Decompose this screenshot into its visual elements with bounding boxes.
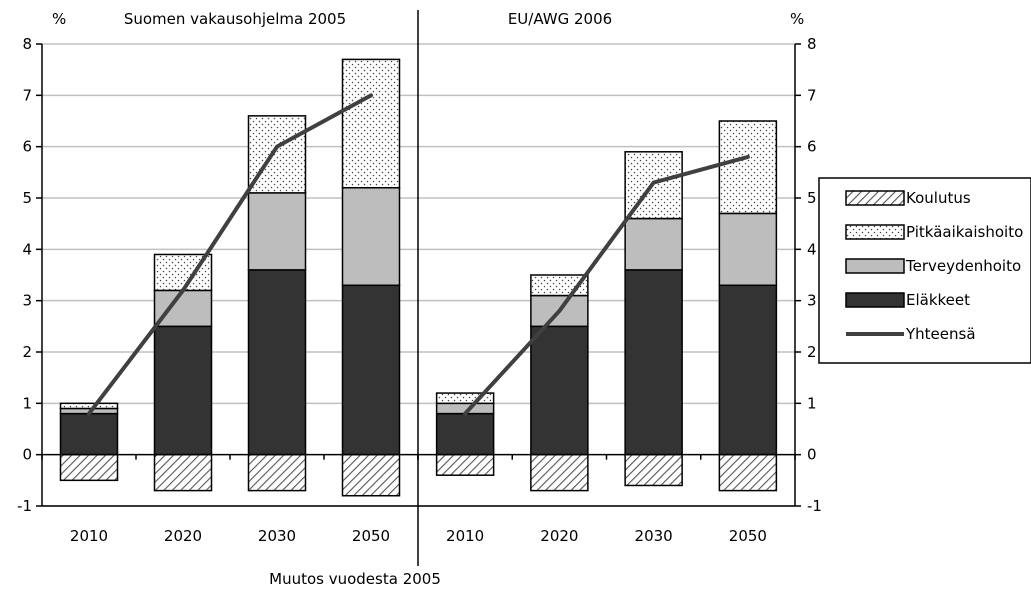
y-tick-label-right: 5 (807, 189, 817, 207)
legend-label: Yhteensä (905, 325, 976, 343)
y-tick-label-right: -1 (807, 497, 822, 515)
y-tick-label-left: 1 (22, 394, 32, 412)
bar-koulutus-2020 (530, 453, 589, 492)
x-tick-label: 2050 (352, 527, 390, 545)
bars (59, 58, 778, 497)
bar-koulutus-2010 (435, 453, 495, 476)
bar-terveydenhoito-2050 (718, 212, 778, 287)
y-tick-label-left: 6 (22, 138, 32, 156)
y-tick-label-right: 0 (807, 446, 817, 464)
y-tick-label-right: 2 (807, 343, 817, 361)
bar-eläkkeet-2030 (624, 269, 683, 456)
x-tick-label: 2010 (446, 527, 484, 545)
legend-label: Terveydenhoito (905, 257, 1021, 275)
right-y-unit: % (790, 10, 804, 28)
bar-eläkkeet-2050 (341, 284, 401, 456)
legend-label: Pitkäaikaishoito (906, 223, 1023, 241)
bar-pitkäaikaishoito-2050 (718, 120, 778, 215)
bar-terveydenhoito-2020 (153, 289, 213, 328)
bar-pitkäaikaishoito-2020 (153, 253, 213, 292)
bar-eläkkeet-2030 (247, 269, 307, 456)
bar-koulutus-2010 (59, 453, 119, 482)
y-tick-label-left: -1 (17, 497, 32, 515)
panel-title-left: Suomen vakausohjelma 2005 (124, 10, 346, 28)
y-tick-label-right: 7 (807, 86, 817, 104)
y-tick-label-right: 4 (807, 240, 817, 258)
bar-koulutus-2050 (341, 453, 401, 497)
legend: Koulutus Pitkäaikaishoito Terveydenhoito El… (818, 177, 1031, 364)
x-tick-label: 2020 (164, 527, 202, 545)
legend-swatch-eläkkeet (845, 292, 905, 308)
total-lines (87, 93, 750, 416)
bar-koulutus-2050 (718, 453, 778, 492)
y-tick-label-right: 3 (807, 292, 817, 310)
legend-label: Eläkkeet (906, 291, 970, 309)
bar-terveydenhoito-2030 (247, 192, 307, 271)
y-tick-label-right: 1 (807, 394, 817, 412)
y-tick-label-right: 6 (807, 138, 817, 156)
x-tick-label: 2030 (258, 527, 296, 545)
bar-pitkäaikaishoito-2010 (59, 402, 119, 410)
x-tick-label: 2030 (635, 527, 673, 545)
y-tick-label-left: 3 (22, 292, 32, 310)
x-tick-label: 2050 (729, 527, 767, 545)
x-tick-label: 2020 (540, 527, 578, 545)
legend-swatch-terveydenhoito (845, 258, 905, 274)
bar-koulutus-2020 (153, 453, 213, 492)
legend-swatch-koulutus (845, 190, 905, 206)
legend-swatch-pitkäaikaishoito (845, 224, 905, 240)
axes: 2010 2020 2030 2050 2010 2020 2030 2050 -1 -1 0 0 1 1… (17, 10, 822, 566)
bar-eläkkeet-2010 (59, 412, 119, 456)
bar-eläkkeet-2010 (435, 412, 495, 456)
y-tick-label-left: 0 (22, 446, 32, 464)
bar-terveydenhoito-2030 (624, 217, 683, 271)
y-tick-label-left: 5 (22, 189, 32, 207)
bar-koulutus-2030 (624, 453, 683, 487)
y-tick-label-left: 4 (22, 240, 32, 258)
left-y-unit: % (52, 10, 66, 28)
bar-eläkkeet-2020 (530, 325, 589, 456)
x-axis-label: Muutos vuodesta 2005 (269, 570, 441, 588)
y-tick-label-right: 8 (807, 35, 817, 53)
bar-pitkäaikaishoito-2050 (341, 58, 401, 189)
bar-koulutus-2030 (247, 453, 307, 492)
panel-title-right: EU/AWG 2006 (508, 10, 612, 28)
y-tick-label-left: 8 (22, 35, 32, 53)
bar-eläkkeet-2050 (718, 284, 778, 456)
y-tick-label-left: 7 (22, 86, 32, 104)
bar-terveydenhoito-2050 (341, 186, 401, 287)
bar-pitkäaikaishoito-2030 (247, 115, 307, 194)
legend-label: Koulutus (906, 189, 971, 207)
bar-eläkkeet-2020 (153, 325, 213, 456)
line-yhteensa-panel-2 (463, 154, 750, 416)
bar-pitkäaikaishoito-2010 (435, 392, 495, 405)
line-yhteensa-panel-1 (87, 93, 373, 416)
x-tick-label: 2010 (70, 527, 108, 545)
y-tick-label-left: 2 (22, 343, 32, 361)
